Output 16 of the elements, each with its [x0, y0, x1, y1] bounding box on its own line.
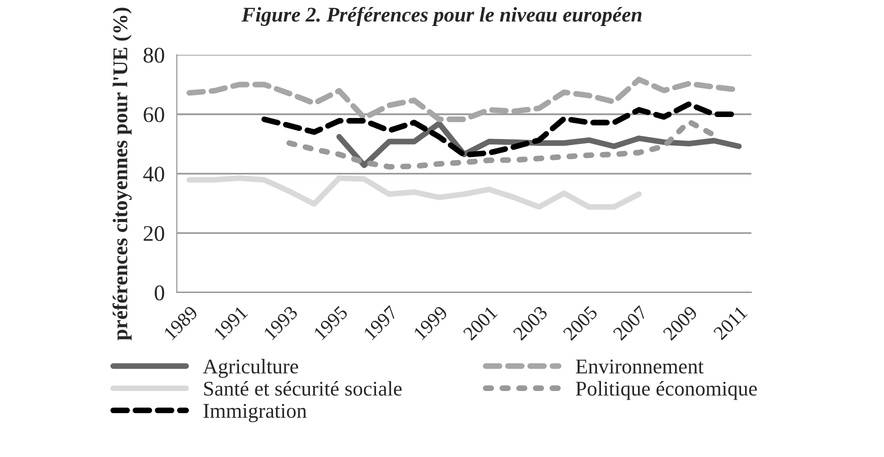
legend-label: Environnement: [576, 360, 704, 374]
y-tick-label: 20: [144, 226, 164, 241]
y-tick-label: 80: [144, 48, 164, 63]
y-axis-title: préférences citoyennes pour l'UE (%): [112, 8, 132, 340]
x-tick-label: 2011: [712, 306, 748, 340]
y-tick-label: 40: [143, 166, 164, 182]
legend-label: Immigration: [204, 404, 307, 422]
legend-label: Santé et sécurité sociale: [204, 381, 402, 396]
y-tick-label: 60: [144, 107, 164, 122]
y-tick-label: 0: [154, 285, 164, 300]
legend-label: Politique économique: [576, 381, 757, 400]
x-tick-label: 1991: [213, 306, 248, 340]
legend-label: Agriculture: [202, 358, 298, 378]
x-tick-label: 1999: [413, 305, 448, 340]
chart-title: Figure 2. Préférences pour le niveau européen: [241, 6, 642, 26]
x-tick-label: 1989: [163, 305, 198, 340]
